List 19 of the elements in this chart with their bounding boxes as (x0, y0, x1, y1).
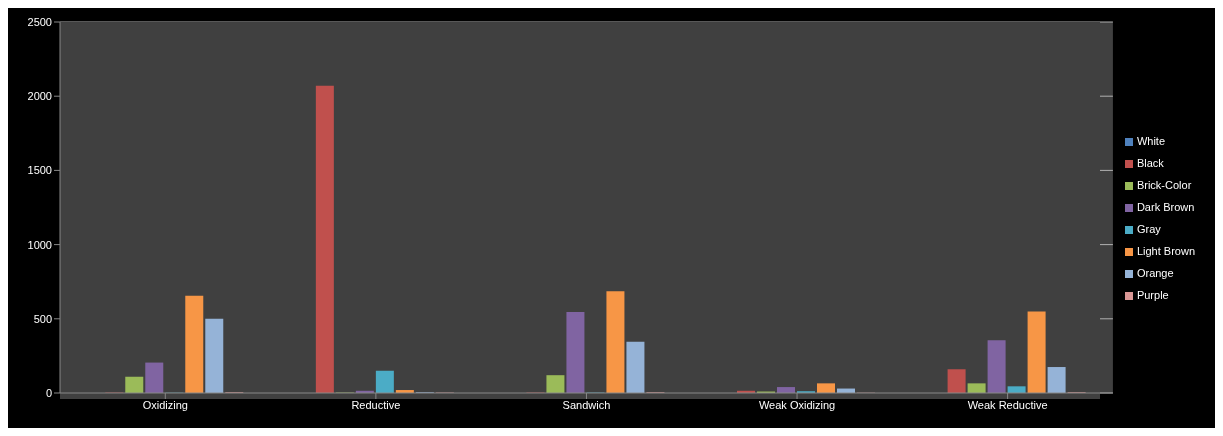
legend-label: Gray (1136, 223, 1161, 235)
legend-label: White (1136, 135, 1166, 147)
legend-label: Brick-Color (1136, 179, 1192, 191)
legend-label: Light Brown (1136, 245, 1195, 257)
legend-label: Orange (1136, 267, 1174, 279)
y-tick-label: 2500 (27, 15, 52, 28)
x-tick-label: Oxidizing (142, 398, 188, 411)
y-tick-label: 2000 (27, 90, 52, 103)
x-tick-label: Sandwich (562, 398, 611, 411)
y-tick-label: 500 (33, 312, 52, 325)
x-tick-label: Weak Reductive (967, 398, 1048, 411)
x-tick-label: Weak Oxidizing (758, 398, 836, 411)
legend-label: Black (1136, 157, 1164, 169)
x-tick-label: Reductive (351, 398, 401, 411)
legend-label: Dark Brown (1136, 201, 1195, 213)
y-tick-label: 1500 (27, 164, 52, 177)
y-tick-label: 0 (45, 386, 52, 399)
legend-label: Purple (1136, 289, 1169, 301)
y-tick-label: 1000 (27, 238, 52, 251)
